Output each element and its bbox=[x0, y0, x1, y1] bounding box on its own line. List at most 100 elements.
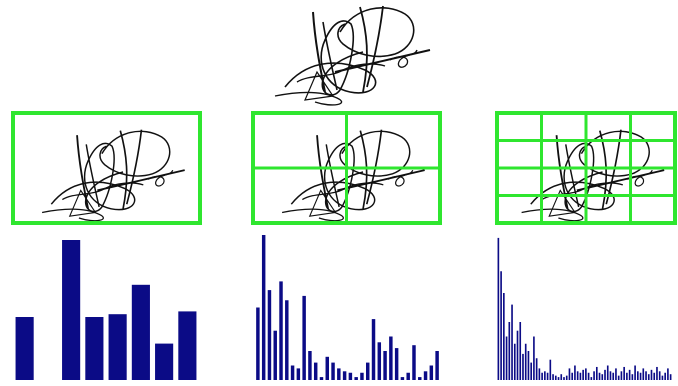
histogram-3 bbox=[497, 237, 672, 380]
histogram-bar bbox=[279, 281, 283, 380]
histogram-bar bbox=[256, 307, 260, 380]
histogram-bar bbox=[549, 359, 552, 380]
histogram-bar bbox=[615, 368, 617, 380]
histogram-bar bbox=[406, 372, 410, 380]
histogram-bar bbox=[661, 375, 664, 380]
histogram-bar bbox=[669, 374, 672, 380]
histogram-bar bbox=[658, 371, 661, 380]
histogram-bar bbox=[527, 351, 530, 380]
histogram-bar bbox=[606, 365, 609, 380]
histogram-bar bbox=[302, 295, 306, 380]
histogram-bar bbox=[653, 372, 656, 380]
histogram-bar bbox=[634, 365, 636, 380]
histogram-bar bbox=[568, 368, 571, 380]
histogram-bar bbox=[645, 371, 647, 380]
histogram-bar bbox=[612, 372, 615, 380]
grid-panel-1 bbox=[11, 111, 202, 225]
histogram-bar bbox=[429, 365, 434, 380]
histogram-bar bbox=[628, 369, 631, 380]
histogram-bar bbox=[513, 343, 516, 380]
histogram-bar bbox=[319, 377, 324, 380]
histogram-bar bbox=[505, 336, 508, 380]
histogram-bar bbox=[131, 284, 150, 380]
histogram-bar bbox=[538, 368, 541, 380]
histogram-bar bbox=[656, 366, 658, 380]
histogram-bar bbox=[342, 371, 347, 380]
histogram-bar bbox=[503, 293, 505, 380]
signature-image bbox=[274, 5, 431, 106]
histogram-bar bbox=[552, 374, 554, 380]
histogram-bar bbox=[508, 322, 511, 380]
histogram-bar bbox=[296, 368, 301, 380]
histogram-bar bbox=[308, 351, 312, 380]
histogram-bar bbox=[647, 374, 650, 380]
histogram-bar bbox=[590, 377, 593, 380]
histogram-bar bbox=[604, 369, 606, 380]
signature-image bbox=[281, 128, 426, 222]
histogram-bar bbox=[267, 290, 272, 380]
histogram-bar bbox=[423, 371, 428, 380]
histogram-bar bbox=[535, 358, 538, 380]
histogram-bar bbox=[366, 362, 370, 380]
histogram-bar bbox=[108, 314, 127, 380]
histogram-bar bbox=[557, 377, 560, 380]
histogram-bar bbox=[530, 362, 532, 380]
histogram-bar bbox=[626, 372, 628, 380]
histogram-bar bbox=[522, 353, 524, 380]
histogram-bar bbox=[516, 330, 519, 380]
grid-border bbox=[11, 111, 202, 225]
histogram-bar bbox=[524, 343, 527, 380]
histogram-bar bbox=[273, 330, 277, 380]
histogram-bar bbox=[609, 371, 612, 380]
histogram-bar bbox=[601, 374, 604, 380]
histogram-bar bbox=[593, 371, 595, 380]
histogram-bar bbox=[325, 356, 329, 380]
histogram-bar bbox=[642, 368, 645, 380]
histogram-bar bbox=[354, 377, 358, 380]
histogram-bar bbox=[650, 369, 653, 380]
signature-image bbox=[41, 128, 186, 222]
histogram-bar bbox=[519, 322, 522, 380]
histogram-bar bbox=[620, 371, 623, 380]
histogram-bar bbox=[511, 304, 513, 380]
histogram-bar bbox=[85, 317, 104, 380]
histogram-bar bbox=[348, 372, 353, 380]
histogram-bar bbox=[546, 372, 549, 380]
grid-panel-3 bbox=[495, 111, 677, 225]
histogram-2 bbox=[256, 235, 439, 380]
histogram-bar bbox=[631, 374, 634, 380]
original-signature bbox=[274, 5, 431, 106]
histogram-bar bbox=[383, 351, 387, 380]
histogram-bar bbox=[313, 362, 318, 380]
histogram-bar bbox=[62, 240, 81, 380]
histogram-bar bbox=[155, 343, 174, 380]
histogram-bar bbox=[412, 345, 416, 380]
histogram-bar bbox=[623, 366, 625, 380]
histogram-bar bbox=[639, 372, 642, 380]
histogram-bar bbox=[15, 317, 34, 380]
histogram-bar bbox=[554, 375, 557, 380]
histogram-bar bbox=[637, 371, 639, 380]
histogram-bar bbox=[400, 377, 405, 380]
histogram-bar bbox=[544, 371, 546, 380]
histogram-bar bbox=[178, 311, 197, 380]
histogram-bar bbox=[585, 368, 587, 380]
histogram-bar bbox=[261, 235, 266, 380]
histogram-bar bbox=[331, 362, 335, 380]
histogram-bar bbox=[595, 366, 598, 380]
histogram-bar bbox=[290, 365, 295, 380]
histogram-bar bbox=[667, 368, 669, 380]
histogram-bar bbox=[360, 372, 364, 380]
histogram-bar bbox=[541, 372, 543, 380]
histogram-bar bbox=[571, 372, 574, 380]
histogram-bar bbox=[497, 237, 500, 380]
histogram-1 bbox=[15, 240, 197, 380]
histogram-bar bbox=[500, 271, 502, 380]
histogram-bar bbox=[389, 336, 393, 380]
histogram-bar bbox=[533, 336, 535, 380]
histogram-bar bbox=[598, 372, 601, 380]
histogram-bar bbox=[560, 374, 563, 380]
histogram-bar bbox=[582, 369, 584, 380]
histogram-bar bbox=[565, 375, 568, 380]
